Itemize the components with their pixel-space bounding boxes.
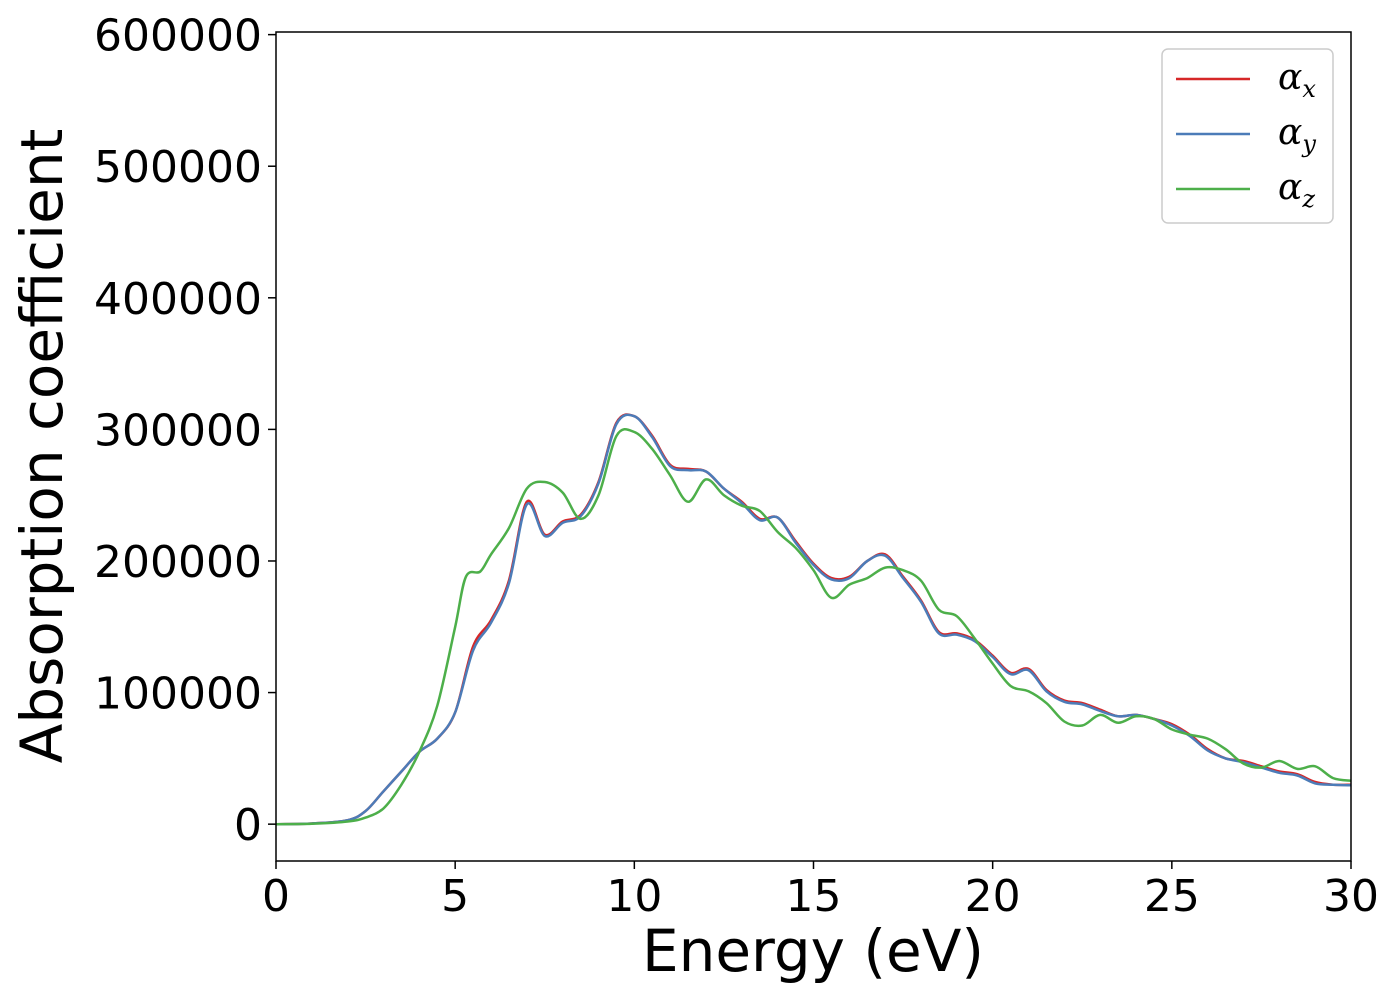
y-tick-label: 400000 — [94, 274, 262, 325]
x-axis-label: Energy (eV) — [642, 917, 984, 985]
series-line-z — [275, 427, 1352, 826]
x-tick-label: 15 — [786, 871, 842, 922]
legend-label-subscript: x — [1302, 75, 1316, 103]
legend-label-x: αx — [1278, 57, 1316, 103]
x-tick-label: 30 — [1323, 871, 1379, 922]
legend-box — [1161, 48, 1334, 224]
x-tick-label: 5 — [441, 871, 469, 922]
legend-label-base: α — [1278, 112, 1302, 153]
y-tick-label: 500000 — [94, 142, 262, 193]
legend-label-y: αy — [1278, 112, 1316, 158]
series-line-y — [275, 413, 1352, 826]
y-axis-ticks: 0 100000 200000 300000 400000 500000 600000 — [94, 11, 276, 851]
y-tick-label: 300000 — [94, 405, 262, 456]
y-axis-label: Absorption coefficient — [8, 129, 76, 764]
y-tick-label: 600000 — [94, 11, 262, 62]
x-tick-label: 10 — [606, 871, 662, 922]
legend-label-subscript: z — [1301, 185, 1315, 213]
legend-label-base: α — [1278, 167, 1302, 208]
x-tick-label: 0 — [262, 871, 290, 922]
legend-label-subscript: y — [1301, 130, 1316, 158]
legend-label-z: αz — [1278, 167, 1315, 213]
x-tick-label: 25 — [1144, 871, 1200, 922]
series-layer — [275, 413, 1352, 826]
y-tick-label: 100000 — [94, 669, 262, 720]
legend-label-base: α — [1278, 57, 1302, 98]
y-tick-label: 200000 — [94, 537, 262, 588]
x-tick-label: 20 — [965, 871, 1021, 922]
x-axis-ticks: 0 5 10 15 20 25 30 — [262, 861, 1379, 922]
y-tick-label: 0 — [234, 800, 262, 851]
